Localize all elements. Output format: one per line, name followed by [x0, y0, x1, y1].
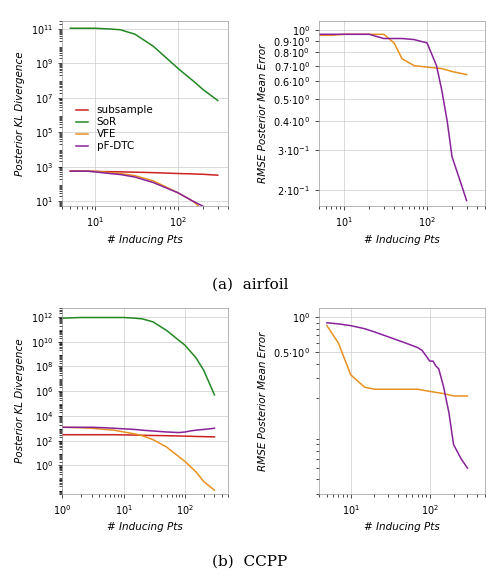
Line: VFE: VFE [70, 171, 218, 220]
VFE [150, 177, 156, 184]
Line: SoR: SoR [70, 28, 218, 100]
Y-axis label: RMSE Posterior Mean Error: RMSE Posterior Mean Error [258, 44, 268, 183]
pF-DTC [200, 203, 206, 210]
SoR [200, 86, 206, 93]
Line: pF-DTC: pF-DTC [70, 171, 218, 215]
Y-axis label: Posterior KL Divergence: Posterior KL Divergence [15, 339, 25, 463]
VFE [99, 168, 105, 175]
subsample [80, 168, 86, 175]
SoR [190, 77, 196, 84]
pF-DTC [214, 212, 220, 219]
SoR [68, 25, 73, 32]
subsample [175, 170, 181, 177]
SoR [80, 25, 86, 32]
SoR [118, 26, 124, 33]
VFE [80, 168, 86, 175]
VFE [200, 207, 206, 214]
subsample [118, 168, 124, 175]
VFE [190, 198, 196, 204]
pF-DTC [175, 190, 181, 196]
subsample [190, 170, 196, 177]
Legend: subsample, SoR, VFE, pF-DTC: subsample, SoR, VFE, pF-DTC [76, 105, 154, 151]
SoR [99, 25, 105, 32]
X-axis label: # Inducing Pts: # Inducing Pts [108, 522, 183, 532]
pF-DTC [107, 170, 113, 177]
X-axis label: # Inducing Pts: # Inducing Pts [364, 234, 440, 245]
pF-DTC [150, 179, 156, 186]
X-axis label: # Inducing Pts: # Inducing Pts [108, 234, 183, 245]
Y-axis label: RMSE Posterior Mean Error: RMSE Posterior Mean Error [258, 331, 268, 471]
Text: (a)  airfoil: (a) airfoil [212, 278, 288, 292]
subsample [214, 172, 220, 179]
SoR [150, 43, 156, 50]
pF-DTC [84, 168, 90, 175]
pF-DTC [118, 171, 124, 178]
Y-axis label: Posterior KL Divergence: Posterior KL Divergence [16, 51, 26, 176]
VFE [68, 168, 73, 175]
VFE [107, 169, 113, 176]
subsample [99, 168, 105, 175]
subsample [107, 168, 113, 175]
VFE [132, 172, 138, 179]
SoR [175, 65, 181, 72]
SoR [92, 25, 98, 32]
pF-DTC [74, 168, 80, 175]
VFE [74, 168, 80, 175]
pF-DTC [99, 169, 105, 176]
subsample [74, 168, 80, 175]
subsample [200, 171, 206, 178]
subsample [150, 169, 156, 176]
SoR [132, 31, 138, 37]
VFE [92, 168, 98, 175]
pF-DTC [92, 168, 98, 175]
VFE [118, 170, 124, 177]
SoR [74, 25, 80, 32]
subsample [92, 168, 98, 175]
pF-DTC [68, 168, 73, 175]
subsample [84, 168, 90, 175]
Text: (b)  CCPP: (b) CCPP [212, 555, 288, 569]
VFE [214, 217, 220, 223]
SoR [214, 97, 220, 104]
subsample [132, 169, 138, 176]
subsample [68, 168, 73, 175]
pF-DTC [132, 173, 138, 180]
pF-DTC [190, 198, 196, 204]
pF-DTC [80, 168, 86, 175]
Line: subsample: subsample [70, 171, 218, 175]
X-axis label: # Inducing Pts: # Inducing Pts [364, 522, 440, 532]
SoR [84, 25, 90, 32]
SoR [107, 25, 113, 32]
VFE [84, 168, 90, 175]
VFE [175, 190, 181, 196]
